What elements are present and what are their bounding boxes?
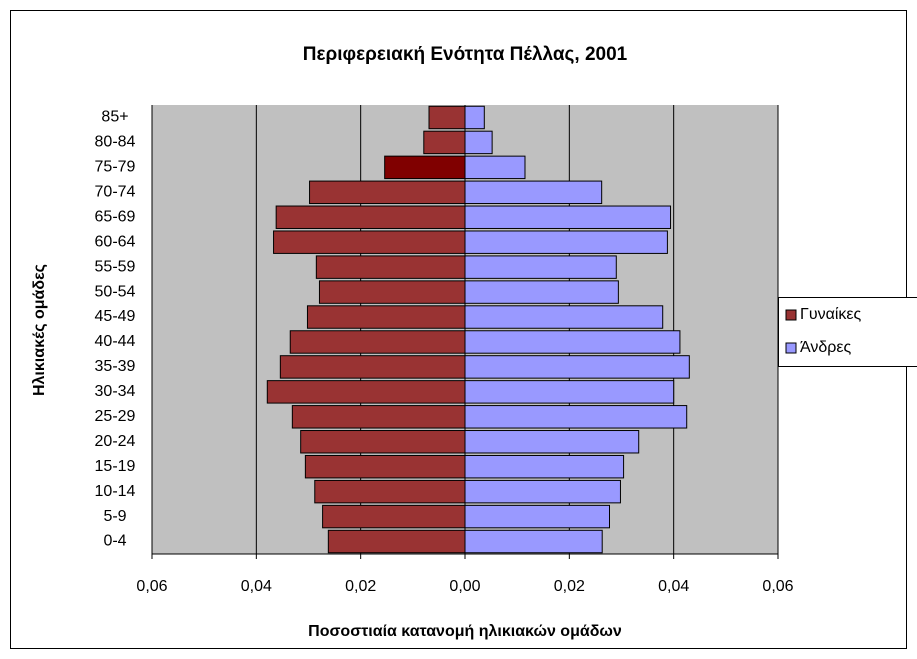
bar: [322, 504, 466, 529]
bar: [291, 405, 466, 429]
bar: [464, 504, 611, 529]
x-tick-label: 0,02: [345, 578, 376, 595]
bar: [464, 230, 668, 254]
y-tick-label: 75-79: [95, 159, 136, 176]
bar: [464, 380, 675, 404]
y-tick-label: 60-64: [95, 233, 136, 250]
bar: [289, 330, 466, 354]
y-tick-label: 80-84: [95, 134, 136, 151]
bar: [428, 105, 466, 130]
bar: [314, 479, 466, 504]
y-tick-label: 20-24: [95, 433, 136, 450]
y-tick-label: 65-69: [95, 208, 136, 225]
legend-label: Γυναίκες: [800, 306, 862, 323]
bar: [464, 529, 603, 554]
x-tick-label: 0,06: [762, 578, 793, 595]
x-tick-label: 0,04: [658, 578, 689, 595]
x-tick-label: 0,06: [136, 578, 167, 595]
y-tick-label: 10-14: [95, 483, 136, 500]
bar: [275, 205, 466, 229]
bar: [464, 330, 681, 354]
bar: [273, 230, 466, 254]
y-tick-label: 15-19: [95, 458, 136, 475]
y-tick-label: 5-9: [103, 508, 126, 525]
bar: [384, 155, 466, 180]
legend-swatch: [785, 342, 797, 354]
x-axis-title: Ποσοστιαία κατανομή ηλικιακών ομάδων: [308, 623, 622, 640]
bar: [464, 280, 619, 304]
bar: [464, 430, 640, 454]
legend-label: Άνδρες: [800, 339, 852, 356]
bar: [464, 305, 664, 329]
bar: [464, 105, 485, 130]
bar: [464, 355, 690, 379]
bar: [318, 280, 466, 304]
bar: [300, 430, 466, 454]
y-tick-label: 0-4: [103, 533, 126, 550]
bar: [304, 454, 466, 479]
y-tick-label: 25-29: [95, 408, 136, 425]
y-tick-label: 35-39: [95, 358, 136, 375]
y-axis-title: Ηλικιακές ομάδες: [31, 264, 48, 396]
legend-box: [778, 297, 917, 367]
bar: [306, 305, 466, 329]
y-tick-label: 40-44: [95, 333, 136, 350]
legend-swatch: [785, 309, 797, 321]
bar: [464, 405, 688, 429]
y-tick-label: 50-54: [95, 283, 136, 300]
chart-title: Περιφερειακή Ενότητα Πέλλας, 2001: [303, 44, 628, 65]
x-tick-label: 0,02: [554, 578, 585, 595]
bar: [423, 130, 466, 155]
y-tick-label: 70-74: [95, 184, 136, 201]
bar: [266, 380, 466, 404]
bar: [279, 355, 466, 379]
bar: [464, 255, 617, 279]
y-tick-label: 55-59: [95, 258, 136, 275]
bar: [464, 180, 603, 205]
bar: [464, 454, 625, 479]
x-tick-label: 0,04: [241, 578, 272, 595]
bar: [327, 529, 466, 554]
bar: [464, 130, 493, 155]
x-tick-label: 0,00: [449, 578, 480, 595]
bar: [464, 155, 526, 180]
bar: [464, 205, 672, 229]
bar: [309, 180, 466, 205]
bar: [315, 255, 466, 279]
bar: [464, 479, 621, 504]
y-tick-label: 45-49: [95, 308, 136, 325]
y-tick-label: 30-34: [95, 383, 136, 400]
y-tick-label: 85+: [101, 109, 128, 126]
